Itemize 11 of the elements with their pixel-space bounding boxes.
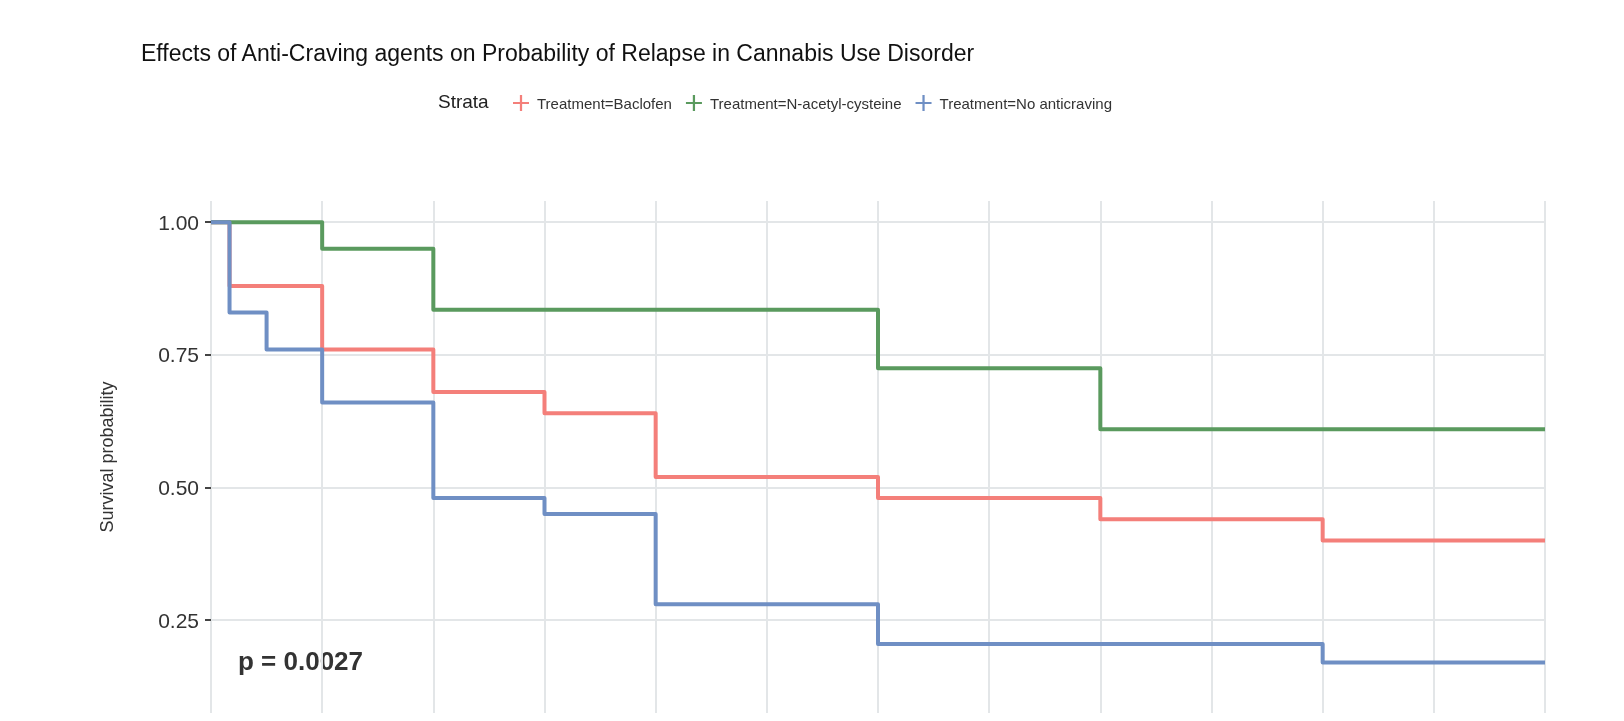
y-tick-label: 0.25 — [158, 608, 199, 632]
y-axis-title: Survival probability — [97, 381, 117, 533]
legend-label: Treatment=Baclofen — [537, 94, 672, 112]
y-tick-label: 1.00 — [158, 210, 199, 234]
y-tick-label: 0.50 — [158, 476, 199, 500]
y-tick-label: 0.75 — [158, 343, 199, 367]
chart-title: Effects of Anti-Craving agents on Probability of Relapse in Cannabis Use Disorder — [141, 39, 975, 66]
legend-title: Strata — [438, 91, 490, 112]
legend-label: Treatment=No anticraving — [939, 94, 1112, 112]
legend-label: Treatment=N-acetyl-cysteine — [709, 94, 902, 112]
annotation: p = 0.0027 — [238, 646, 364, 676]
